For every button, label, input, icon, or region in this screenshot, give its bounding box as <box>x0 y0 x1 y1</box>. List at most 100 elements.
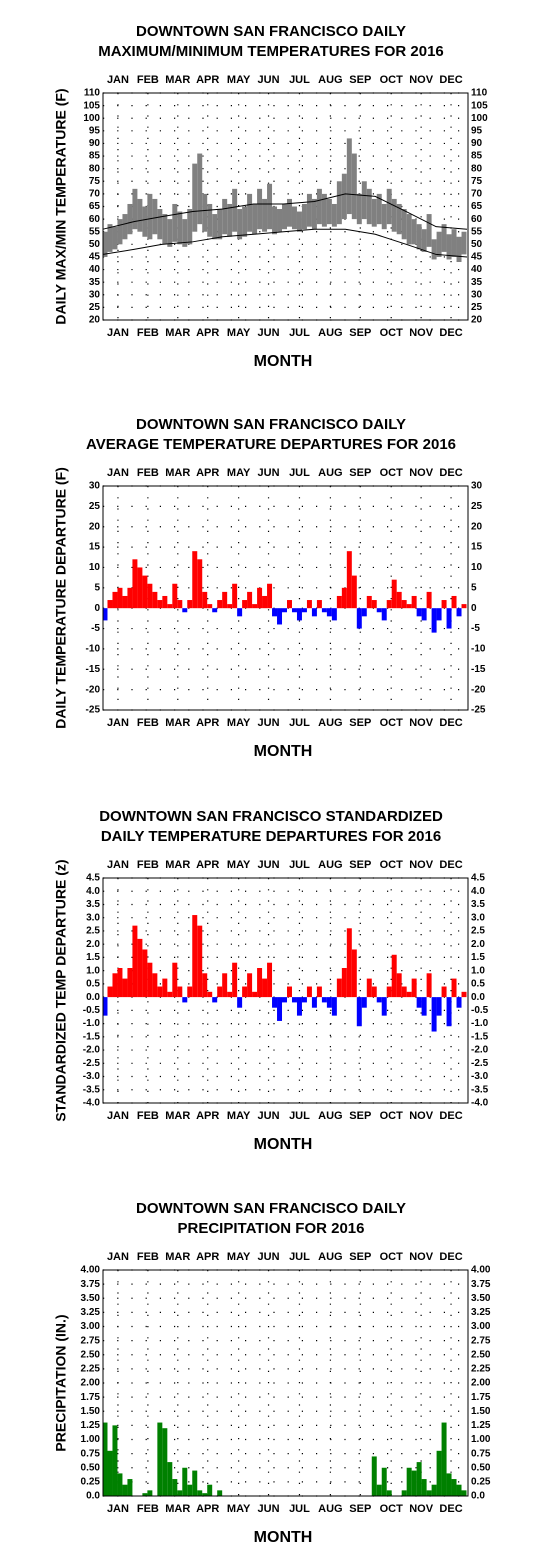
x-tick-label-bottom: JAN <box>107 1503 129 1515</box>
bar <box>207 991 213 998</box>
normal-line <box>102 228 468 258</box>
bar <box>207 1484 213 1496</box>
range-bar <box>122 214 128 240</box>
bar <box>406 991 412 998</box>
x-tick-label-bottom: OCT <box>380 1110 404 1122</box>
bar <box>371 1456 377 1496</box>
x-tick-label: APR <box>196 467 219 479</box>
bar <box>207 604 213 609</box>
bar <box>406 604 412 609</box>
y-tick-label-right: -3.5 <box>471 1084 489 1095</box>
y-tick-label-right: 1.50 <box>471 1406 491 1417</box>
range-bar <box>386 188 392 225</box>
bar <box>202 591 208 609</box>
x-tick-label: JAN <box>107 859 129 871</box>
x-tick-label-bottom: MAY <box>227 1503 251 1515</box>
x-tick-label: APR <box>196 1251 219 1263</box>
y-axis-title: STANDARDIZED TEMP DEPARTURE (z) <box>53 859 69 1121</box>
plot-frame <box>102 92 469 321</box>
y-tick-label: 3.50 <box>81 1293 101 1304</box>
x-tick-label: NOV <box>409 74 434 86</box>
x-tick-label-bottom: JUL <box>289 327 310 339</box>
y-tick-label: 2.50 <box>81 1349 101 1360</box>
range-bar <box>401 209 407 240</box>
x-tick-label-bottom: DEC <box>439 1503 462 1515</box>
bar <box>451 978 457 998</box>
y-tick-label-right: 0.25 <box>471 1477 491 1488</box>
range-bar <box>351 153 357 220</box>
x-tick-label-bottom: SEP <box>349 717 371 729</box>
x-axis-title: MONTH <box>254 1529 313 1546</box>
x-tick-label: JUN <box>258 467 280 479</box>
y-tick-label-right: 3.5 <box>471 899 485 910</box>
bar <box>187 986 193 998</box>
y-tick-label: 3.00 <box>81 1321 101 1332</box>
range-bar <box>366 188 372 225</box>
range-bar <box>202 193 208 232</box>
bar <box>371 600 377 609</box>
y-tick-label: 1.5 <box>86 952 100 963</box>
bar <box>401 600 407 609</box>
y-tick-label-right: 0 <box>471 603 477 614</box>
x-tick-label-bottom: AUG <box>318 1503 342 1515</box>
x-tick-label: SEP <box>349 1251 371 1263</box>
bar <box>277 997 283 1021</box>
x-tick-label: JAN <box>107 74 129 86</box>
y-tick-label-right: -3.0 <box>471 1071 489 1082</box>
range-bar <box>371 198 377 227</box>
range-bar <box>227 203 233 237</box>
bar <box>446 1473 452 1496</box>
range-bar <box>102 231 108 257</box>
y-tick-label: 60 <box>89 214 101 225</box>
x-tick-label-bottom: OCT <box>380 327 404 339</box>
y-tick-label-right: 55 <box>471 226 483 237</box>
bar <box>282 608 287 613</box>
bar <box>217 986 223 998</box>
x-tick-label: FEB <box>137 859 159 871</box>
x-tick-label-bottom: FEB <box>137 327 159 339</box>
x-tick-label: FEB <box>137 1251 159 1263</box>
range-bar <box>282 203 287 230</box>
bar <box>102 1422 108 1496</box>
bar <box>267 583 273 609</box>
y-tick-label: 30 <box>89 289 101 300</box>
bar <box>401 986 407 998</box>
chart-title: DOWNTOWN SAN FRANCISCO DAILY <box>136 416 406 433</box>
range-bar <box>406 214 412 245</box>
x-tick-label-bottom: DEC <box>439 717 462 729</box>
bar <box>431 608 437 633</box>
bar <box>227 604 233 609</box>
y-tick-label-right: 10 <box>471 562 483 573</box>
bar <box>346 928 352 998</box>
y-tick-label: -10 <box>86 644 101 655</box>
bar <box>291 997 297 1003</box>
y-tick-label: 0.75 <box>81 1448 101 1459</box>
bar <box>376 997 382 1003</box>
x-tick-label-bottom: MAR <box>165 1503 190 1515</box>
range-bar <box>252 203 258 235</box>
x-tick-label: APR <box>196 859 219 871</box>
x-tick-label-bottom: MAR <box>165 1110 190 1122</box>
y-tick-label-right: 2.50 <box>471 1349 491 1360</box>
bar <box>386 1490 392 1496</box>
bar <box>147 1490 153 1496</box>
range-bar <box>177 211 183 245</box>
x-tick-label: JUN <box>258 859 280 871</box>
bar <box>421 997 427 1016</box>
x-tick-label-bottom: OCT <box>380 717 404 729</box>
x-tick-label: SEP <box>349 467 371 479</box>
x-tick-label: JUL <box>289 467 310 479</box>
bar <box>411 595 417 609</box>
bar <box>301 997 307 1003</box>
x-axis-title: MONTH <box>254 743 313 760</box>
bar <box>122 978 128 998</box>
range-bar <box>242 206 248 237</box>
y-tick-label: -0.5 <box>83 1005 101 1016</box>
x-tick-label: JUN <box>258 1251 280 1263</box>
bar <box>286 600 292 609</box>
normal-line <box>102 193 468 230</box>
bar <box>426 973 432 998</box>
bar <box>147 962 153 998</box>
bar <box>311 997 317 1008</box>
x-tick-label: AUG <box>318 467 342 479</box>
